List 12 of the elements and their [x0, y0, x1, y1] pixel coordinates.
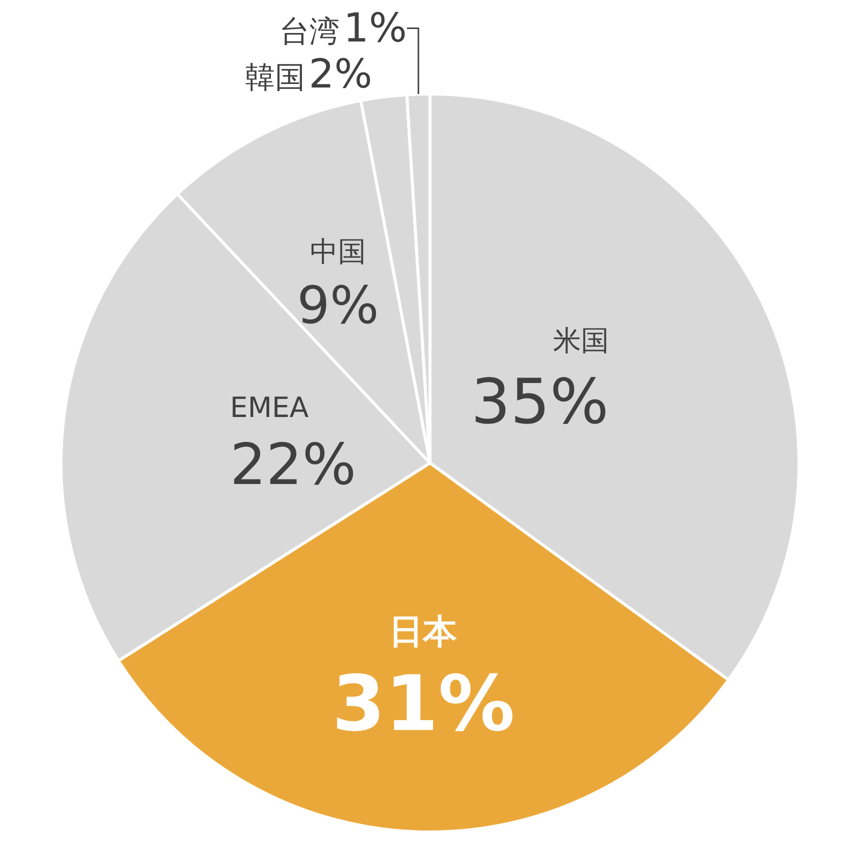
slice-label: EMEA	[230, 391, 309, 424]
data-label: 31%	[332, 660, 515, 749]
data-label: 35%	[471, 365, 609, 438]
data-label: 22%	[230, 432, 356, 498]
data-label: 9%	[297, 276, 379, 336]
slice-label: 韓国	[244, 60, 305, 96]
slice-label: 日本	[389, 612, 458, 652]
slice-label: 米国	[553, 324, 609, 357]
data-label: 1%	[343, 5, 407, 52]
slice-label: 中国	[310, 235, 366, 268]
slice-label: 台湾	[280, 14, 340, 50]
data-label: 2%	[308, 51, 372, 98]
